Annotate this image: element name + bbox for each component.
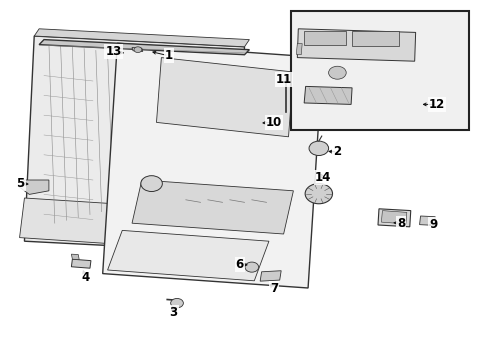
Polygon shape bbox=[107, 230, 268, 281]
Circle shape bbox=[305, 184, 332, 204]
Polygon shape bbox=[71, 254, 79, 260]
Polygon shape bbox=[20, 198, 137, 245]
Polygon shape bbox=[24, 36, 244, 252]
Polygon shape bbox=[39, 40, 249, 55]
Polygon shape bbox=[419, 216, 434, 225]
Polygon shape bbox=[20, 180, 49, 194]
Bar bbox=[290, 11, 468, 130]
Polygon shape bbox=[381, 211, 406, 224]
Circle shape bbox=[134, 47, 142, 53]
Text: 3: 3 bbox=[169, 306, 177, 319]
Text: 11: 11 bbox=[275, 73, 291, 86]
Polygon shape bbox=[156, 58, 293, 137]
Circle shape bbox=[308, 141, 328, 156]
Circle shape bbox=[244, 262, 258, 272]
Polygon shape bbox=[34, 29, 249, 47]
Polygon shape bbox=[181, 130, 234, 166]
Polygon shape bbox=[260, 271, 281, 281]
Circle shape bbox=[328, 66, 346, 79]
Polygon shape bbox=[296, 43, 302, 55]
Text: 8: 8 bbox=[396, 217, 404, 230]
Text: 12: 12 bbox=[427, 98, 444, 111]
Polygon shape bbox=[297, 29, 415, 61]
Polygon shape bbox=[127, 94, 205, 133]
Text: 2: 2 bbox=[333, 145, 341, 158]
Text: 6: 6 bbox=[235, 258, 243, 271]
Text: 5: 5 bbox=[17, 177, 24, 190]
Text: 7: 7 bbox=[269, 282, 277, 295]
Polygon shape bbox=[377, 209, 410, 227]
Polygon shape bbox=[132, 180, 293, 234]
Text: 13: 13 bbox=[105, 45, 122, 58]
Text: 10: 10 bbox=[265, 116, 282, 129]
Bar bbox=[304, 31, 345, 45]
Text: 4: 4 bbox=[81, 271, 89, 284]
Polygon shape bbox=[102, 43, 322, 288]
Text: 9: 9 bbox=[428, 218, 436, 231]
Circle shape bbox=[170, 298, 183, 308]
Polygon shape bbox=[132, 48, 142, 51]
Circle shape bbox=[141, 176, 162, 192]
Bar bbox=[351, 31, 398, 46]
Text: 14: 14 bbox=[314, 171, 330, 184]
Text: 1: 1 bbox=[164, 49, 172, 62]
Polygon shape bbox=[71, 259, 91, 268]
Polygon shape bbox=[304, 86, 351, 104]
